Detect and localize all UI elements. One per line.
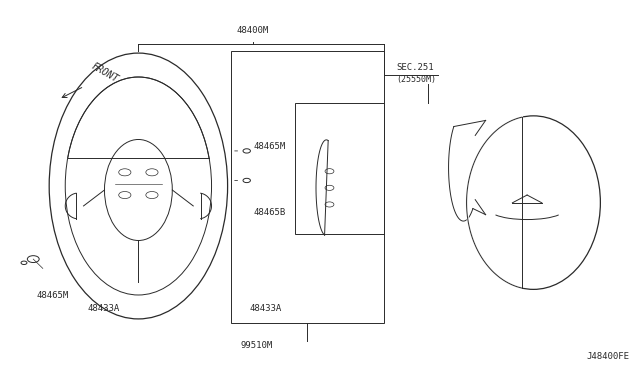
Text: 48433A: 48433A — [250, 304, 282, 313]
Bar — [231, 51, 384, 323]
Text: (25550M): (25550M) — [396, 76, 436, 84]
Text: 48465M: 48465M — [36, 291, 68, 301]
Text: J48400FE: J48400FE — [586, 352, 629, 361]
Text: SEC.251: SEC.251 — [396, 62, 434, 71]
Bar — [294, 103, 384, 234]
Text: 48400M: 48400M — [237, 26, 269, 35]
Text: 48433A: 48433A — [88, 304, 120, 313]
Text: 48465M: 48465M — [253, 142, 285, 151]
Text: 99510M: 99510M — [240, 341, 273, 350]
Text: 48465B: 48465B — [253, 208, 285, 217]
Text: FRONT: FRONT — [90, 61, 120, 84]
